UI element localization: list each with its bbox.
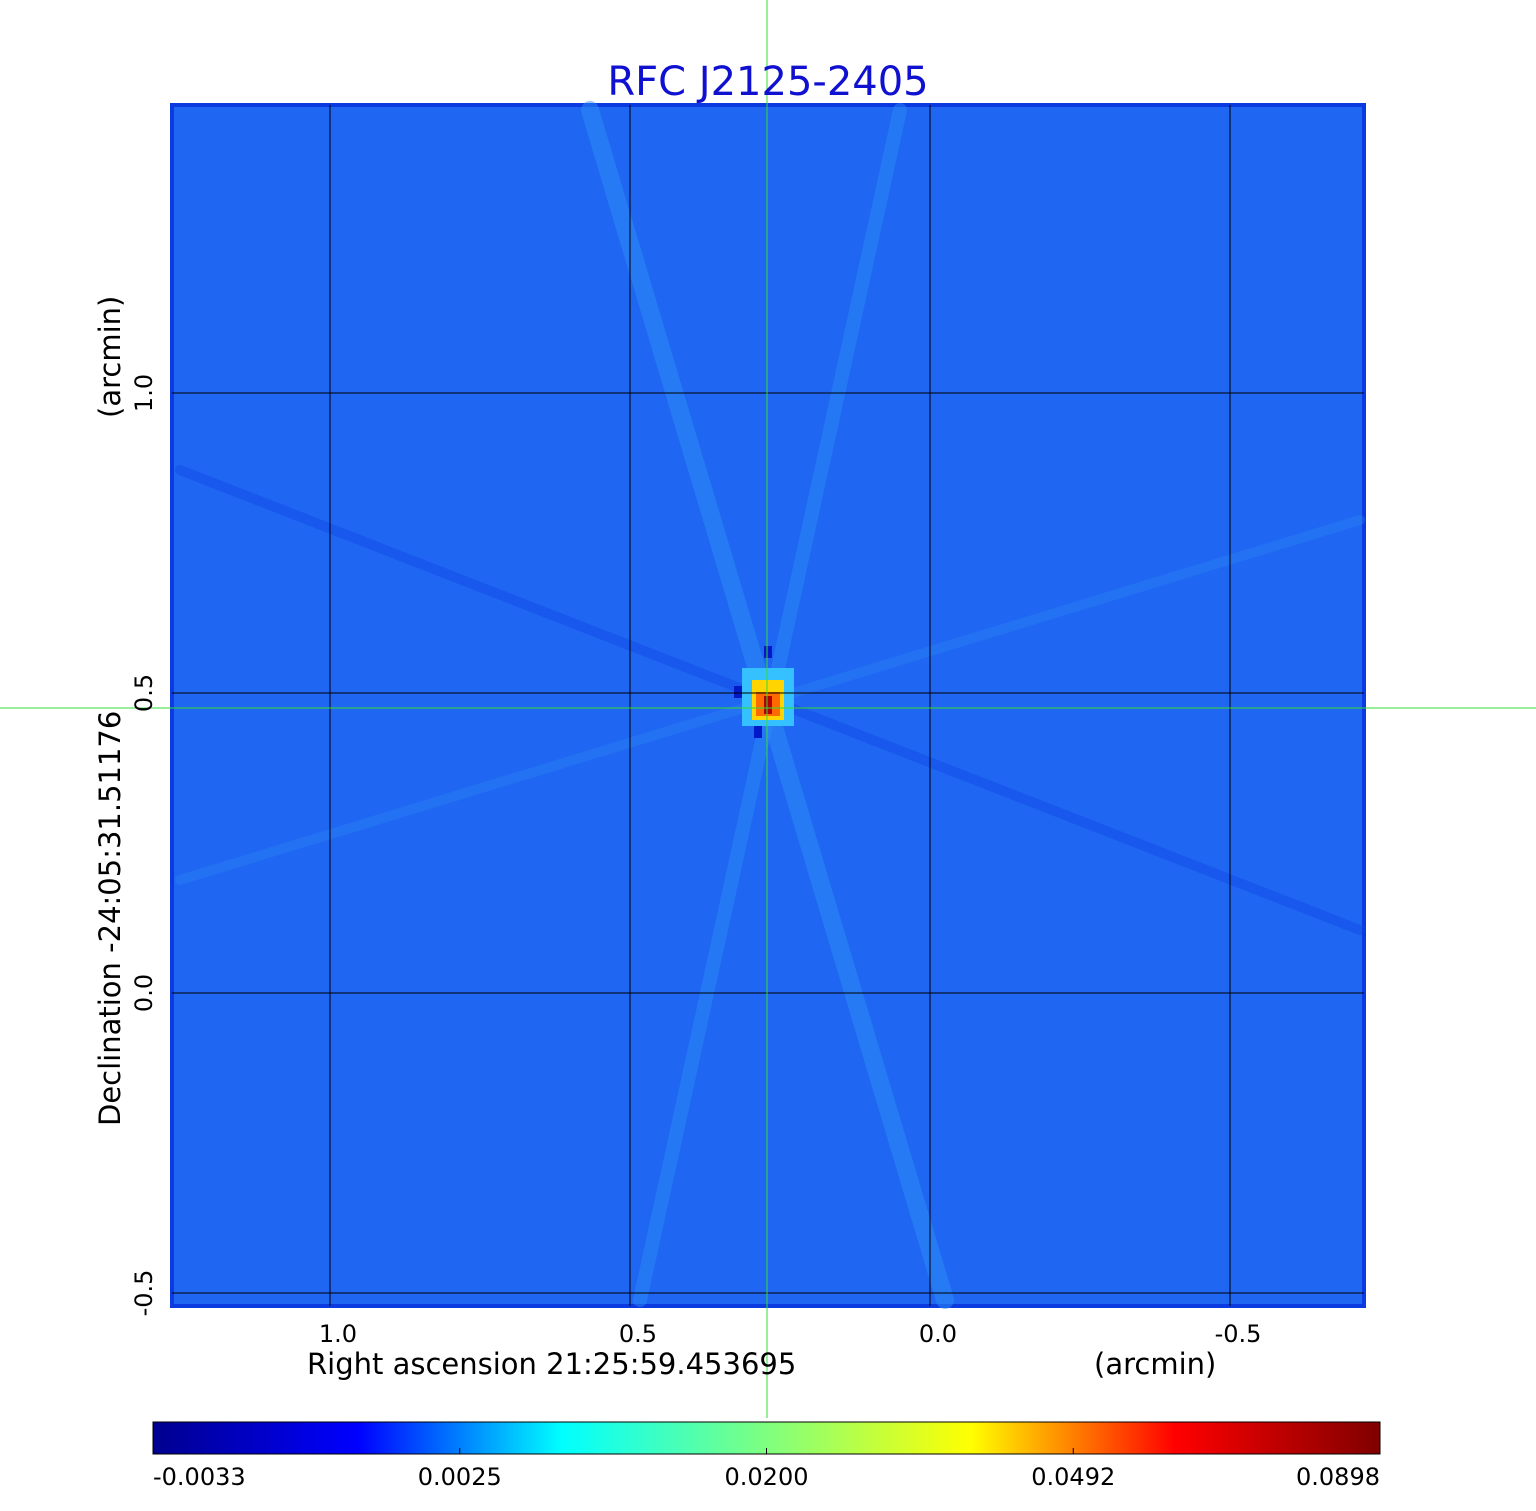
colorbar-tick-label: 0.0492 (1031, 1463, 1115, 1491)
colorbar-tick-label: 0.0898 (1296, 1463, 1380, 1491)
x-axis-label: Right ascension 21:25:59.453695 (307, 1347, 796, 1381)
x-tick-label: 1.0 (319, 1320, 357, 1348)
colorbar-tick-label: 0.0025 (418, 1463, 502, 1491)
y-tick-label: 0.0 (130, 974, 158, 1012)
x-tick-label: 0.0 (919, 1320, 957, 1348)
y-axis-unit: (arcmin) (93, 296, 127, 418)
source (734, 646, 794, 738)
y-tick-label: 0.5 (130, 674, 158, 712)
x-tick-label: -0.5 (1215, 1320, 1262, 1348)
colorbar-tick-label: -0.0033 (153, 1463, 246, 1491)
grid (172, 105, 1364, 1306)
chart-title: RFC J2125-2405 (607, 59, 928, 105)
y-tick-label: 1.0 (130, 374, 158, 412)
y-axis-label: Declination -24:05:31.51176 (93, 711, 127, 1126)
x-tick-label: 0.5 (619, 1320, 657, 1348)
colorbar-tick-label: 0.0200 (725, 1463, 809, 1491)
y-tick-label: -0.5 (130, 1270, 158, 1317)
x-axis-unit: (arcmin) (1094, 1347, 1216, 1381)
